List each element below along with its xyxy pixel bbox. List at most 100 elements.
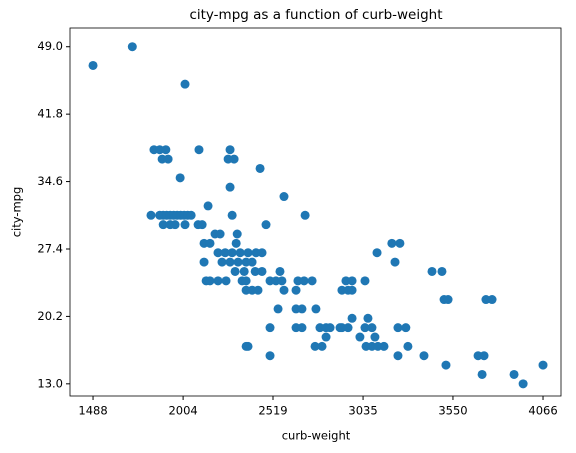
point	[232, 229, 242, 239]
point	[279, 192, 289, 202]
chart-title: city-mpg as a function of curb-weight	[189, 7, 442, 23]
point	[247, 257, 257, 267]
point	[393, 323, 403, 333]
point	[158, 220, 168, 230]
x-tick-label: 1488	[78, 404, 107, 418]
point	[393, 351, 403, 361]
point	[215, 229, 225, 239]
point	[372, 248, 382, 258]
x-tick-label: 2519	[258, 404, 287, 418]
point	[186, 210, 196, 220]
point	[279, 285, 289, 295]
point	[243, 341, 253, 351]
point	[347, 285, 357, 295]
point	[538, 360, 548, 370]
point	[347, 276, 357, 286]
point	[265, 323, 275, 333]
y-tick-label: 27.4	[37, 241, 63, 255]
point	[194, 145, 204, 155]
point	[427, 266, 437, 276]
point	[225, 182, 235, 192]
point	[487, 295, 497, 305]
y-tick-label: 13.0	[37, 376, 63, 390]
point	[230, 266, 240, 276]
point	[127, 42, 137, 52]
point	[221, 276, 231, 286]
point	[250, 266, 260, 276]
point	[363, 313, 373, 323]
point	[343, 323, 353, 333]
point	[477, 369, 487, 379]
point	[479, 351, 489, 361]
point	[213, 276, 223, 286]
point	[419, 351, 429, 361]
point	[225, 145, 235, 155]
point	[257, 266, 267, 276]
point	[437, 266, 447, 276]
point	[360, 323, 370, 333]
y-tick-label: 49.0	[37, 39, 63, 53]
point	[367, 323, 377, 333]
point	[390, 257, 400, 267]
point	[197, 220, 207, 230]
x-tick-label: 3550	[438, 404, 467, 418]
point	[379, 341, 389, 351]
point	[227, 248, 237, 258]
point	[229, 154, 239, 164]
plot-frame	[69, 27, 562, 397]
point	[401, 323, 411, 333]
point	[217, 257, 227, 267]
point	[227, 210, 237, 220]
point	[265, 351, 275, 361]
point	[243, 248, 253, 258]
point	[311, 304, 321, 314]
point	[307, 276, 317, 286]
point	[321, 332, 331, 342]
point	[387, 238, 397, 248]
point	[261, 220, 271, 230]
point	[255, 163, 265, 173]
point	[299, 276, 309, 286]
point	[403, 341, 413, 351]
point	[297, 323, 307, 333]
y-tick-label: 41.8	[37, 107, 63, 121]
point	[441, 360, 451, 370]
point	[300, 210, 310, 220]
point	[180, 220, 190, 230]
point	[273, 304, 283, 314]
point	[205, 276, 215, 286]
point	[233, 257, 243, 267]
point	[213, 248, 223, 258]
point	[239, 266, 249, 276]
point	[257, 248, 267, 258]
y-tick-label: 34.6	[37, 174, 63, 188]
point	[275, 266, 285, 276]
x-tick-label: 3035	[348, 404, 377, 418]
point	[161, 145, 171, 155]
point	[199, 257, 209, 267]
point	[225, 257, 235, 267]
x-axis-label: curb-weight	[282, 429, 351, 443]
point	[231, 238, 241, 248]
point	[317, 341, 327, 351]
point	[509, 369, 519, 379]
point	[291, 285, 301, 295]
point	[395, 238, 405, 248]
point	[297, 304, 307, 314]
point	[347, 313, 357, 323]
point	[180, 79, 190, 89]
x-tick-label: 4066	[528, 404, 557, 418]
point	[163, 154, 173, 164]
point	[88, 60, 98, 70]
point	[253, 285, 263, 295]
y-axis-label: city-mpg	[10, 187, 24, 238]
point	[325, 323, 335, 333]
point	[310, 341, 320, 351]
point	[220, 248, 230, 258]
point	[170, 220, 180, 230]
point	[443, 295, 453, 305]
point	[355, 332, 365, 342]
point	[235, 248, 245, 258]
point	[175, 173, 185, 183]
point	[370, 332, 380, 342]
